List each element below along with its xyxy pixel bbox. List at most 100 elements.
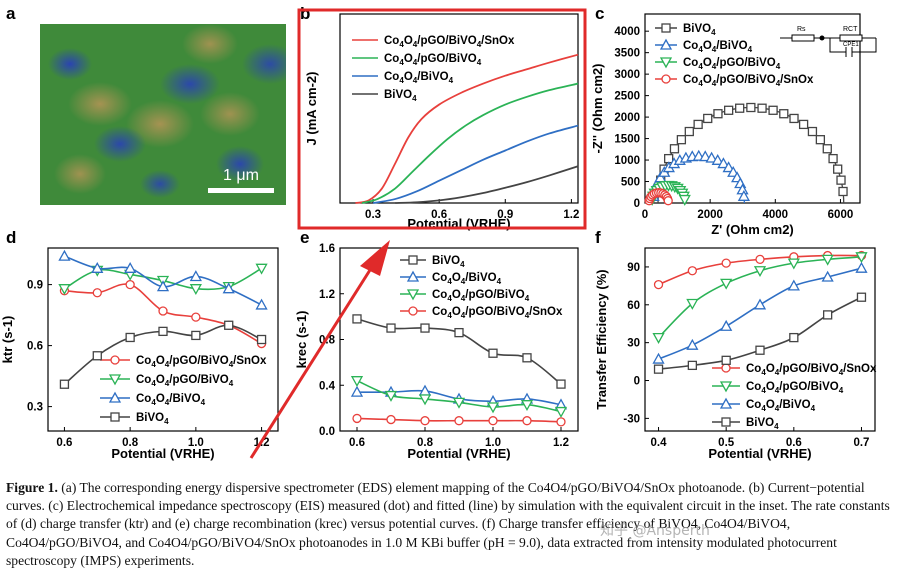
series-e-0: BiVO4	[352, 255, 566, 389]
data-point	[653, 279, 664, 290]
data-point	[556, 379, 566, 389]
plot-frame-f	[644, 247, 876, 432]
data-point	[646, 191, 656, 202]
data-point	[59, 379, 70, 389]
data-point	[654, 171, 667, 183]
data-point	[191, 312, 201, 322]
legend-marker	[659, 57, 673, 69]
data-point	[727, 165, 740, 177]
plot-d: 0.6 0.8 1.0 1.2 0.3 0.6 0.9 Potential (VRHE) ktr…	[0, 247, 279, 461]
equivalent-circuit-inset: Rs RCT CPE1	[780, 26, 877, 57]
resistor-rs	[791, 34, 815, 42]
legend-marker	[719, 381, 733, 393]
data-point	[659, 181, 672, 193]
data-point	[656, 175, 666, 185]
x-tick-label: 0.8	[417, 437, 434, 449]
data-point	[713, 109, 723, 119]
series-b-1: Co4O4/pGO/BiVO4	[352, 53, 579, 204]
data-point	[647, 189, 660, 201]
data-point	[651, 188, 662, 198]
y-tick-label: 30	[627, 338, 640, 350]
data-point	[454, 327, 464, 338]
x-tick-label: 0.6	[349, 437, 365, 449]
data-point	[789, 332, 799, 343]
plot-frame-d	[47, 247, 279, 432]
legend-label: Co4O4/pGO/BiVO4/SnOx	[136, 355, 267, 369]
annotation-arrow-shaft	[249, 269, 372, 459]
data-point	[452, 397, 466, 409]
data-point	[255, 263, 268, 275]
data-point	[699, 150, 712, 162]
data-point	[350, 376, 364, 388]
panel-label-b: b	[300, 4, 311, 23]
data-point	[384, 385, 398, 397]
series-c-0: BiVO4	[654, 23, 848, 204]
y-tick-label: 0	[634, 198, 640, 210]
x-tick-label: 0.7	[853, 437, 869, 449]
scalebar	[208, 188, 274, 193]
y-tick-label: 0.3	[27, 402, 43, 414]
x-tick-label: 0.5	[718, 437, 735, 449]
data-point	[735, 103, 745, 113]
legend-marker	[408, 255, 418, 265]
figure-caption: Figure 1. (a) The corresponding energy d…	[6, 479, 892, 570]
data-point	[420, 416, 430, 426]
data-point	[768, 105, 778, 115]
data-point	[660, 190, 670, 200]
series-fit-line	[651, 184, 686, 204]
x-tick-label: 0.8	[122, 437, 139, 449]
legend-marker	[110, 412, 120, 422]
panel-label-d: d	[6, 228, 17, 247]
series-e-3: Co4O4/pGO/BiVO4/SnOx	[352, 306, 566, 427]
data-point	[488, 416, 498, 426]
circuit-node	[819, 35, 825, 41]
series-line	[658, 296, 862, 370]
legend-label: Co4O4/pGO/BiVO4/SnOx	[746, 363, 877, 377]
data-point	[644, 196, 654, 206]
series-f-3: BiVO4	[653, 292, 867, 431]
data-point	[753, 266, 767, 278]
data-point	[722, 161, 735, 173]
data-point	[124, 269, 137, 281]
data-point	[856, 250, 867, 261]
data-point	[822, 144, 832, 154]
legend-marker	[719, 397, 733, 409]
data-point	[224, 320, 234, 330]
data-point	[779, 109, 789, 119]
data-point	[855, 252, 868, 264]
y-tick-label: 2000	[614, 112, 640, 124]
data-point	[158, 306, 168, 316]
y-axis-label-f: Transfer Efficiency (%)	[594, 269, 609, 409]
y-tick-label: 1.2	[319, 289, 335, 301]
data-point	[815, 135, 826, 145]
legend-marker	[110, 355, 120, 365]
legend-label: BiVO4	[746, 417, 779, 431]
x-tick-label: 0.6	[786, 437, 802, 449]
data-point	[828, 153, 838, 164]
data-point	[189, 284, 202, 296]
data-point	[667, 157, 681, 169]
data-point	[673, 153, 686, 165]
data-point	[418, 384, 432, 396]
legend-label: Co4O4/pGO/BiVO4/SnOx	[432, 306, 563, 320]
data-point	[654, 186, 664, 197]
legend-label: BiVO4	[432, 255, 465, 269]
data-point	[833, 164, 843, 174]
data-point	[648, 183, 662, 195]
data-point	[662, 161, 675, 173]
caption-text: (a) The corresponding energy dispersive …	[6, 480, 890, 568]
series-line	[64, 267, 262, 291]
data-point	[665, 181, 678, 193]
y-axis-label-b: J (mA cm-2)	[304, 72, 319, 146]
annotation-arrow-head	[360, 240, 390, 276]
data-point	[821, 254, 834, 266]
data-point	[486, 402, 500, 414]
data-point	[384, 390, 398, 402]
series-c-1: Co4O4/BiVO4	[647, 38, 753, 204]
data-point	[125, 332, 135, 343]
data-point	[91, 265, 104, 277]
data-point	[855, 261, 868, 273]
data-point	[520, 400, 534, 412]
series-c-3: Co4O4/pGO/BiVO4/SnOx	[644, 74, 814, 206]
data-point	[418, 394, 432, 406]
